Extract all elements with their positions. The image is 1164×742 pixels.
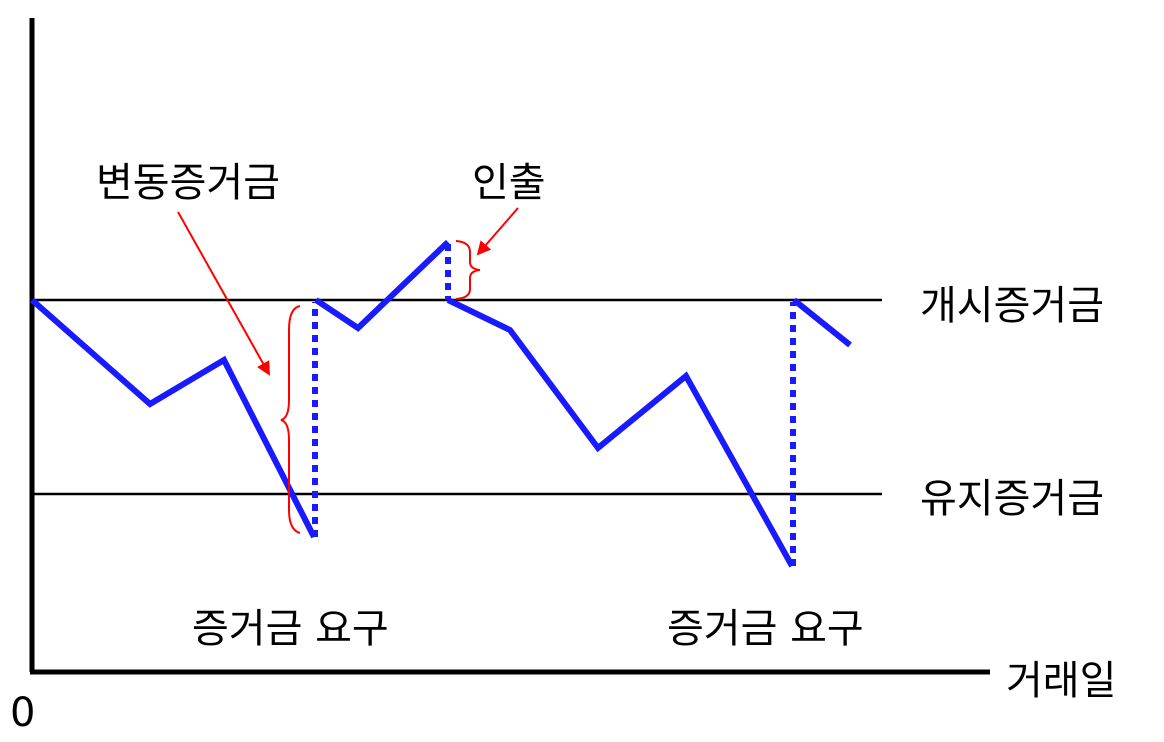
balance-line-segment-4 — [792, 297, 852, 348]
margin-call-label-1: 증거금 요구 — [192, 606, 389, 652]
balance-line-segment-2 — [314, 239, 451, 332]
withdrawal-brace — [455, 240, 481, 300]
margin-call-label-2: 증거금 요구 — [667, 606, 864, 652]
variation-margin-arrow — [177, 211, 270, 376]
balance-line-segment-1 — [30, 297, 317, 539]
variation-margin-brace — [280, 305, 301, 534]
withdrawal-arrow — [476, 207, 519, 256]
initial-margin-label: 개시증거금 — [920, 283, 1104, 329]
origin-label: 0 — [10, 690, 35, 736]
variation-margin-label: 변동증거금 — [96, 160, 280, 206]
withdrawal-label: 인출 — [472, 160, 546, 206]
maintenance-margin-label: 유지증거금 — [920, 476, 1104, 522]
x-axis-label: 거래일 — [1006, 658, 1116, 704]
balance-line-segment-3 — [446, 297, 795, 568]
